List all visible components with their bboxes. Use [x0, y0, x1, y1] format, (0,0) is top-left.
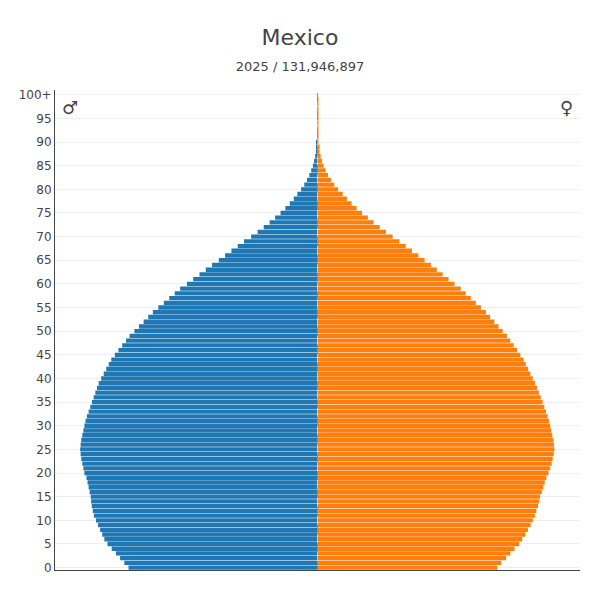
svg-text:40: 40	[36, 372, 51, 386]
svg-text:25: 25	[36, 443, 51, 457]
svg-text:30: 30	[36, 419, 51, 433]
svg-text:Mexico: Mexico	[262, 25, 339, 50]
svg-text:♂: ♂	[62, 97, 78, 118]
svg-text:55: 55	[36, 301, 51, 315]
svg-text:70: 70	[36, 230, 51, 244]
svg-text:20: 20	[36, 466, 51, 480]
svg-text:0: 0	[44, 561, 52, 575]
svg-text:80: 80	[36, 183, 51, 197]
svg-text:2025 / 131,946,897: 2025 / 131,946,897	[236, 59, 364, 74]
svg-text:85: 85	[36, 159, 51, 173]
svg-text:♀: ♀	[560, 97, 573, 118]
svg-text:45: 45	[36, 348, 51, 362]
svg-text:95: 95	[36, 112, 51, 126]
svg-text:90: 90	[36, 135, 51, 149]
svg-text:50: 50	[36, 324, 51, 338]
svg-text:15: 15	[36, 490, 51, 504]
svg-text:100+: 100+	[19, 88, 52, 102]
svg-text:60: 60	[36, 277, 51, 291]
svg-text:75: 75	[36, 206, 51, 220]
svg-text:10: 10	[36, 514, 51, 528]
svg-text:5: 5	[44, 537, 52, 551]
svg-text:65: 65	[36, 253, 51, 267]
svg-text:35: 35	[36, 395, 51, 409]
